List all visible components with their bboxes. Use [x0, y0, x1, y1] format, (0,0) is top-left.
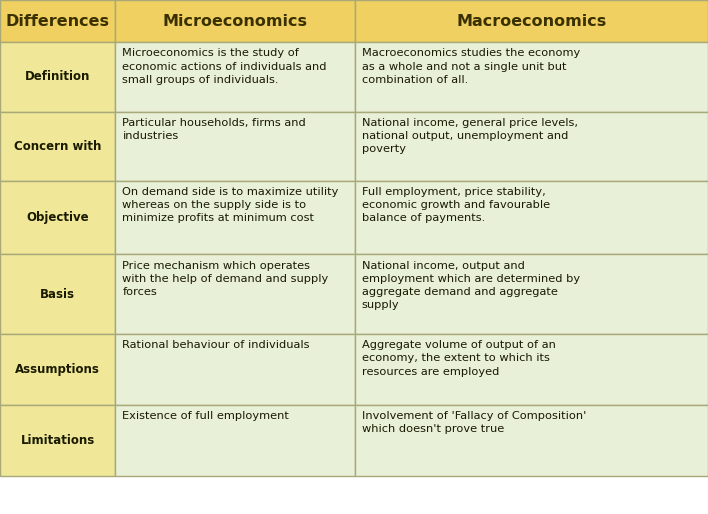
Text: Objective: Objective: [26, 211, 89, 224]
Text: Price mechanism which operates
with the help of demand and supply
forces: Price mechanism which operates with the …: [122, 261, 329, 297]
Text: Full employment, price stability,
economic growth and favourable
balance of paym: Full employment, price stability, econom…: [362, 187, 550, 224]
Text: Involvement of 'Fallacy of Composition'
which doesn't prove true: Involvement of 'Fallacy of Composition' …: [362, 411, 586, 434]
Bar: [0, 334, 115, 405]
Text: Concern with: Concern with: [14, 140, 101, 153]
Bar: [355, 42, 708, 112]
Bar: [355, 254, 708, 334]
Text: Differences: Differences: [6, 13, 110, 29]
Bar: [0, 42, 115, 112]
Text: Aggregate volume of output of an
economy, the extent to which its
resources are : Aggregate volume of output of an economy…: [362, 340, 556, 377]
Text: Existence of full employment: Existence of full employment: [122, 411, 290, 421]
Text: Assumptions: Assumptions: [16, 363, 100, 376]
Text: Microeconomics: Microeconomics: [163, 13, 307, 29]
Bar: [0, 405, 115, 476]
Bar: [355, 405, 708, 476]
Text: Macroeconomics: Macroeconomics: [456, 13, 607, 29]
Bar: [115, 181, 355, 254]
Bar: [0, 0, 115, 42]
Bar: [0, 254, 115, 334]
Bar: [355, 181, 708, 254]
Text: Limitations: Limitations: [21, 434, 95, 447]
Bar: [115, 0, 355, 42]
Text: National income, general price levels,
national output, unemployment and
poverty: National income, general price levels, n…: [362, 118, 578, 154]
Bar: [115, 112, 355, 181]
Bar: [115, 405, 355, 476]
Text: National income, output and
employment which are determined by
aggregate demand : National income, output and employment w…: [362, 261, 580, 310]
Bar: [355, 334, 708, 405]
Text: Definition: Definition: [25, 70, 91, 83]
Bar: [115, 334, 355, 405]
Text: Basis: Basis: [40, 288, 75, 301]
Text: Rational behaviour of individuals: Rational behaviour of individuals: [122, 340, 310, 350]
Bar: [115, 42, 355, 112]
Text: On demand side is to maximize utility
whereas on the supply side is to
minimize : On demand side is to maximize utility wh…: [122, 187, 339, 224]
Bar: [115, 254, 355, 334]
Text: Particular households, firms and
industries: Particular households, firms and industr…: [122, 118, 307, 141]
Bar: [355, 0, 708, 42]
Bar: [0, 112, 115, 181]
Text: Macroeconomics studies the economy
as a whole and not a single unit but
combinat: Macroeconomics studies the economy as a …: [362, 48, 580, 85]
Text: Microeconomics is the study of
economic actions of individuals and
small groups : Microeconomics is the study of economic …: [122, 48, 327, 85]
Bar: [355, 112, 708, 181]
Bar: [0, 181, 115, 254]
